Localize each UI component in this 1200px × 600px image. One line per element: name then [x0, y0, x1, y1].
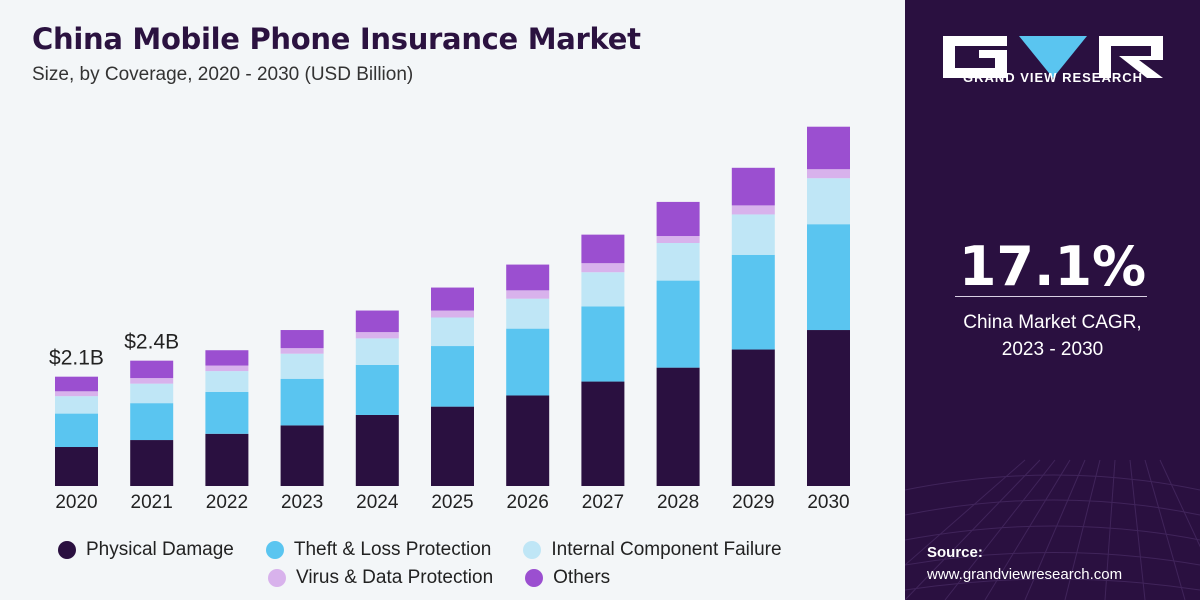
- bar-segment-2026-3: [506, 290, 550, 299]
- bar-segment-2023-2: [280, 353, 324, 379]
- bar-segment-2030-2: [807, 178, 850, 225]
- legend-swatch: [58, 541, 76, 559]
- x-tick-label: 2026: [507, 492, 549, 513]
- x-tick-label: 2027: [582, 492, 624, 513]
- bar-segment-2030-4: [807, 126, 850, 170]
- bar-segment-2022-0: [205, 433, 249, 486]
- grid-decoration: [905, 459, 1200, 600]
- brand-name: GRAND VIEW RESEARCH: [962, 70, 1144, 85]
- bar-segment-2024-1: [355, 364, 399, 415]
- bar-segment-2024-2: [355, 338, 399, 365]
- bar-segment-2024-3: [355, 332, 399, 339]
- bar-segment-2027-3: [581, 263, 625, 273]
- legend-swatch: [523, 541, 542, 559]
- x-tick-label: 2022: [206, 492, 248, 513]
- bar-segment-2026-1: [506, 328, 550, 396]
- bar-segment-2027-2: [581, 272, 625, 307]
- bar-segment-2020-1: [55, 413, 98, 448]
- bar-segment-2028-3: [656, 236, 700, 243]
- bar-segment-2026-2: [506, 298, 550, 329]
- legend-item: Others: [525, 567, 610, 589]
- legend-swatch: [525, 569, 544, 587]
- stacked-bar-chart: 2020 $2.1B 2021 $2.4B 2022 2023 2024 2025 2026 20…: [49, 126, 850, 513]
- legend-label: Others: [553, 567, 611, 588]
- cagr-label: China Market CAGR, 2023 - 2030: [905, 309, 1200, 363]
- chart-panel: China Mobile Phone Insurance Market Size…: [32, 22, 898, 592]
- source-label: Source:: [927, 544, 983, 561]
- bar-segment-2020-3: [55, 391, 98, 397]
- bar-segment-2030-3: [807, 169, 850, 179]
- bar-segment-2023-3: [280, 348, 324, 354]
- x-tick-label: 2025: [431, 492, 473, 513]
- bar-segment-2027-0: [581, 381, 625, 486]
- legend-label: Virus & Data Protection: [296, 567, 494, 588]
- bar-segment-2022-2: [205, 371, 249, 392]
- x-tick-label: 2030: [807, 492, 849, 513]
- source-link[interactable]: www.grandviewresearch.com: [927, 566, 1123, 583]
- legend-label: Internal Component Failure: [551, 539, 782, 560]
- bar-segment-2024-4: [355, 310, 399, 333]
- bar-segment-2021-2: [130, 383, 174, 404]
- legend-swatch: [265, 541, 284, 559]
- x-tick-label: 2024: [356, 492, 399, 513]
- cagr-label-line2: 2023 - 2030: [1001, 339, 1104, 360]
- chart-subtitle: Size, by Coverage, 2020 - 2030 (USD Bill…: [32, 64, 414, 85]
- bar-segment-2025-2: [431, 317, 474, 347]
- chart-title: China Mobile Phone Insurance Market: [32, 22, 641, 56]
- bar-segment-2025-3: [431, 310, 474, 318]
- bar-segment-2029-2: [731, 214, 775, 255]
- data-label: $2.4B: [124, 331, 179, 354]
- bar-segment-2020-4: [55, 376, 98, 392]
- legend-item: Virus & Data Protection: [268, 567, 493, 589]
- bar-segment-2027-4: [581, 234, 625, 264]
- bar-segment-2022-3: [205, 365, 249, 372]
- bar-segment-2028-0: [656, 367, 700, 486]
- cagr-value: 17.1%: [958, 235, 1147, 298]
- x-tick-label: 2020: [55, 492, 97, 513]
- x-tick-label: 2029: [732, 492, 774, 513]
- bar-segment-2028-2: [656, 242, 700, 281]
- cagr-label-line1: China Market CAGR,: [963, 312, 1142, 333]
- bar-segment-2021-0: [130, 440, 174, 486]
- bar-segment-2027-1: [581, 306, 625, 382]
- legend-item: Internal Component Failure: [523, 539, 782, 561]
- legend-label: Theft & Loss Protection: [293, 539, 492, 560]
- legend-item: Theft & Loss Protection: [265, 539, 492, 561]
- bar-segment-2021-4: [130, 360, 174, 379]
- x-tick-label: 2021: [131, 492, 173, 513]
- bar-segment-2025-1: [431, 346, 474, 407]
- bar-segment-2029-0: [731, 349, 775, 486]
- bar-segment-2029-3: [731, 205, 775, 215]
- bar-segment-2029-4: [731, 167, 775, 206]
- sidebar-panel: GRAND VIEW RESEARCH 17.1% China Market C…: [905, 0, 1200, 600]
- brand-logo: [943, 36, 1163, 78]
- bar-segment-2023-1: [280, 378, 324, 426]
- bar-segment-2020-2: [55, 396, 98, 414]
- bar-segment-2022-4: [205, 350, 249, 366]
- bar-segment-2030-0: [807, 330, 850, 486]
- bar-segment-2021-3: [130, 378, 174, 384]
- bar-segment-2024-0: [355, 414, 399, 486]
- chart-legend: Physical Damage Theft & Loss Protection In…: [58, 536, 898, 592]
- bar-segment-2025-0: [431, 406, 474, 486]
- bar-segment-2028-4: [656, 201, 700, 237]
- bar-segment-2022-1: [205, 392, 249, 434]
- data-label: $2.1B: [49, 347, 104, 370]
- bar-segment-2021-1: [130, 403, 174, 441]
- legend-swatch: [268, 569, 286, 587]
- bar-segment-2023-0: [280, 425, 324, 486]
- cagr-divider: [955, 296, 1147, 297]
- bar-segment-2030-1: [807, 224, 850, 331]
- bar-segment-2023-4: [280, 330, 324, 349]
- bar-segment-2020-0: [55, 447, 98, 486]
- x-tick-label: 2023: [281, 492, 323, 513]
- legend-item: Physical Damage: [58, 539, 234, 561]
- x-tick-label: 2028: [657, 492, 699, 513]
- bar-segment-2026-4: [506, 264, 550, 291]
- bar-segment-2026-0: [506, 395, 550, 486]
- bar-segment-2029-1: [731, 254, 775, 350]
- bar-segment-2028-1: [656, 280, 700, 368]
- legend-label: Physical Damage: [86, 539, 234, 560]
- bar-segment-2025-4: [431, 287, 474, 311]
